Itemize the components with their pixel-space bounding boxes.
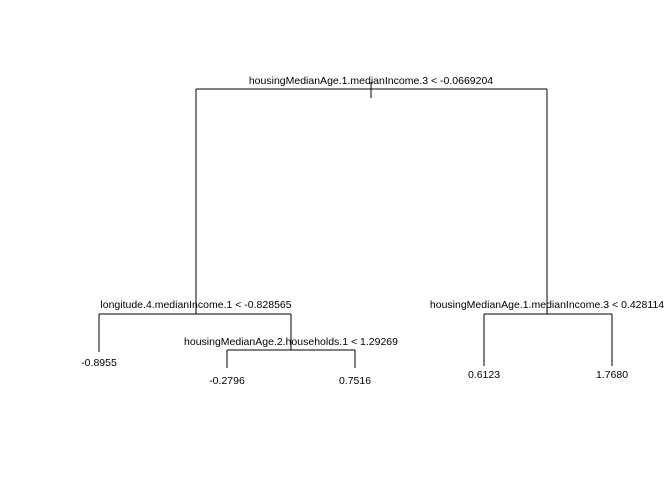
leaf-left-right-right: 0.7516: [339, 375, 371, 387]
left-right-split-label: housingMedianAge.2.households.1 < 1.2926…: [184, 336, 398, 348]
leaf-right-left: 0.6123: [468, 369, 500, 381]
leaf-left-right-left: -0.2796: [209, 375, 245, 387]
leaf-right-right: 1.7680: [596, 369, 628, 381]
right-split-label: housingMedianAge.1.medianIncome.3 < 0.42…: [430, 299, 664, 311]
left-split-label: longitude.4.medianIncome.1 < -0.828565: [100, 299, 291, 311]
root-split-label: housingMedianAge.1.medianIncome.3 < -0.0…: [249, 75, 493, 87]
leaf-left: -0.8955: [81, 357, 117, 369]
